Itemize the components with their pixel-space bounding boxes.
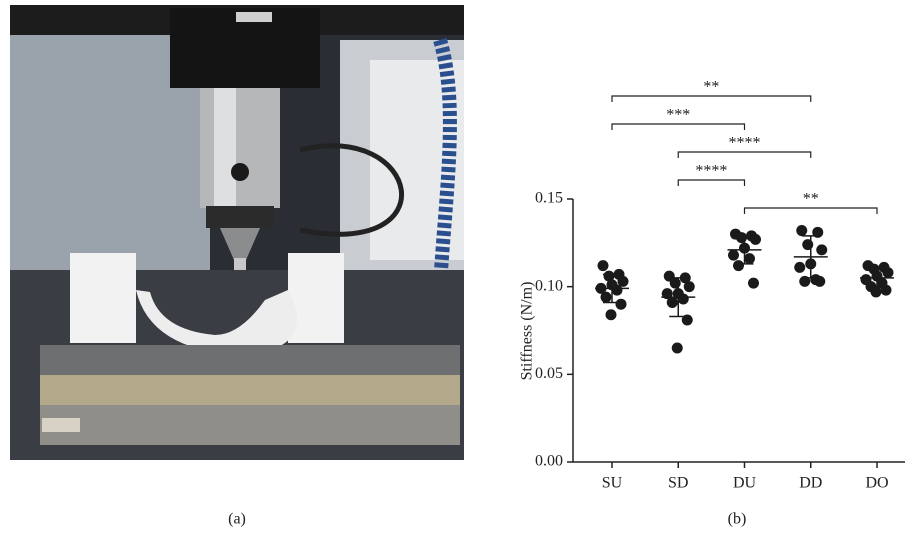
data-point [794,262,805,273]
photo [10,5,464,460]
data-point [733,260,744,271]
panel-label: (b) [728,511,747,528]
y-tick-label: 0.10 [535,277,563,294]
y-axis-label: Stiffness (N/m) [519,282,536,381]
x-tick-label: DU [733,475,757,492]
x-tick-label: DD [799,475,822,492]
significance-bracket [678,180,744,186]
significance-label: **** [729,135,761,152]
data-point [736,232,747,243]
data-point [728,250,739,261]
data-point [606,309,617,320]
data-point [601,292,612,303]
data-point [598,260,609,271]
significance-bracket [678,152,811,158]
significance-label: *** [666,107,690,124]
data-point [816,244,827,255]
data-point [744,253,755,264]
data-point [667,297,678,308]
data-point [612,285,623,296]
y-tick-label: 0.00 [535,453,563,470]
data-point [796,225,807,236]
data-point [678,293,689,304]
data-point [670,278,681,289]
data-point [748,278,759,289]
y-tick-label: 0.05 [535,365,563,382]
data-point [684,281,695,292]
x-tick-label: DO [865,475,888,492]
figure: (a) (b) Stiffness (N/m) 0.00 0.05 0.10 0.15… [0,0,912,537]
data-point [802,239,813,250]
data-point [871,286,882,297]
significance-label: **** [695,163,727,180]
panel-label: (a) [228,511,246,528]
data-point [616,299,627,310]
y-tick-label: 0.15 [535,190,563,207]
x-tick-label: SD [668,475,688,492]
significance-label: ** [703,79,719,96]
x-tick-label: SU [602,475,623,492]
significance-bracket [612,96,811,102]
significance-label: ** [803,191,819,208]
significance-bracket [745,208,878,214]
significance-bracket [612,124,745,130]
data-point [672,343,683,354]
